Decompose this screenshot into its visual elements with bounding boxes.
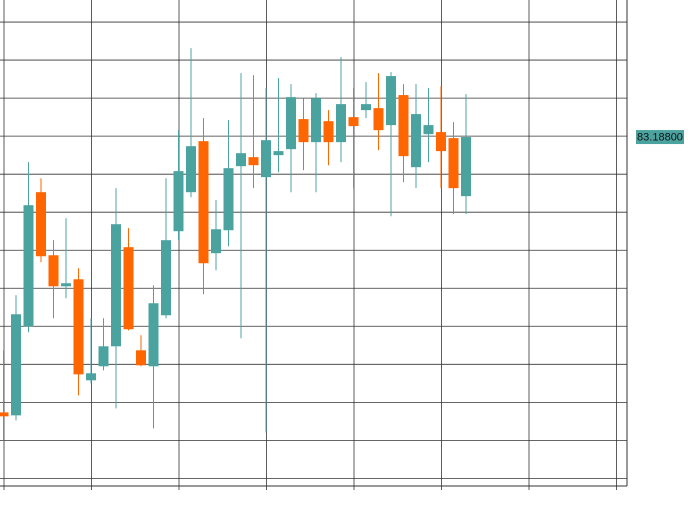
price-label: 83.18800 — [637, 131, 683, 143]
candle-body — [173, 171, 184, 232]
candle-body — [48, 255, 59, 287]
candle-body — [236, 153, 246, 167]
candle-body — [448, 138, 459, 189]
candle-body — [23, 205, 34, 327]
price-label-box — [636, 130, 684, 145]
candle-body — [223, 168, 234, 231]
candle-body — [411, 114, 421, 168]
candle-body — [373, 108, 384, 131]
candle-body — [136, 350, 146, 366]
candle-body — [348, 117, 359, 127]
candle-body — [73, 279, 84, 375]
candle-body — [98, 346, 109, 367]
candle-body — [248, 157, 259, 166]
candle-body — [336, 104, 346, 143]
candle-body — [273, 151, 284, 156]
candle-body — [323, 121, 334, 143]
candle-body — [398, 95, 409, 157]
candle-body — [461, 137, 471, 197]
candle-body — [61, 283, 71, 287]
candle-body — [111, 224, 121, 347]
candle-body — [261, 140, 271, 178]
candle-body — [436, 132, 446, 152]
candle-body — [123, 247, 134, 330]
candle-body — [423, 125, 434, 135]
candle-body — [36, 192, 46, 257]
candle-body — [311, 98, 321, 143]
candle-body — [186, 146, 196, 193]
candle-body — [211, 229, 221, 254]
candle-body — [161, 240, 171, 316]
candle-body — [298, 119, 309, 143]
candle-body — [148, 303, 159, 367]
candle-body — [86, 373, 96, 381]
candle-body — [286, 97, 296, 150]
candle-body — [361, 104, 371, 111]
candle-body — [198, 141, 209, 264]
candle-body — [11, 314, 21, 416]
candle-body — [0, 412, 9, 417]
candle-body — [386, 76, 396, 126]
